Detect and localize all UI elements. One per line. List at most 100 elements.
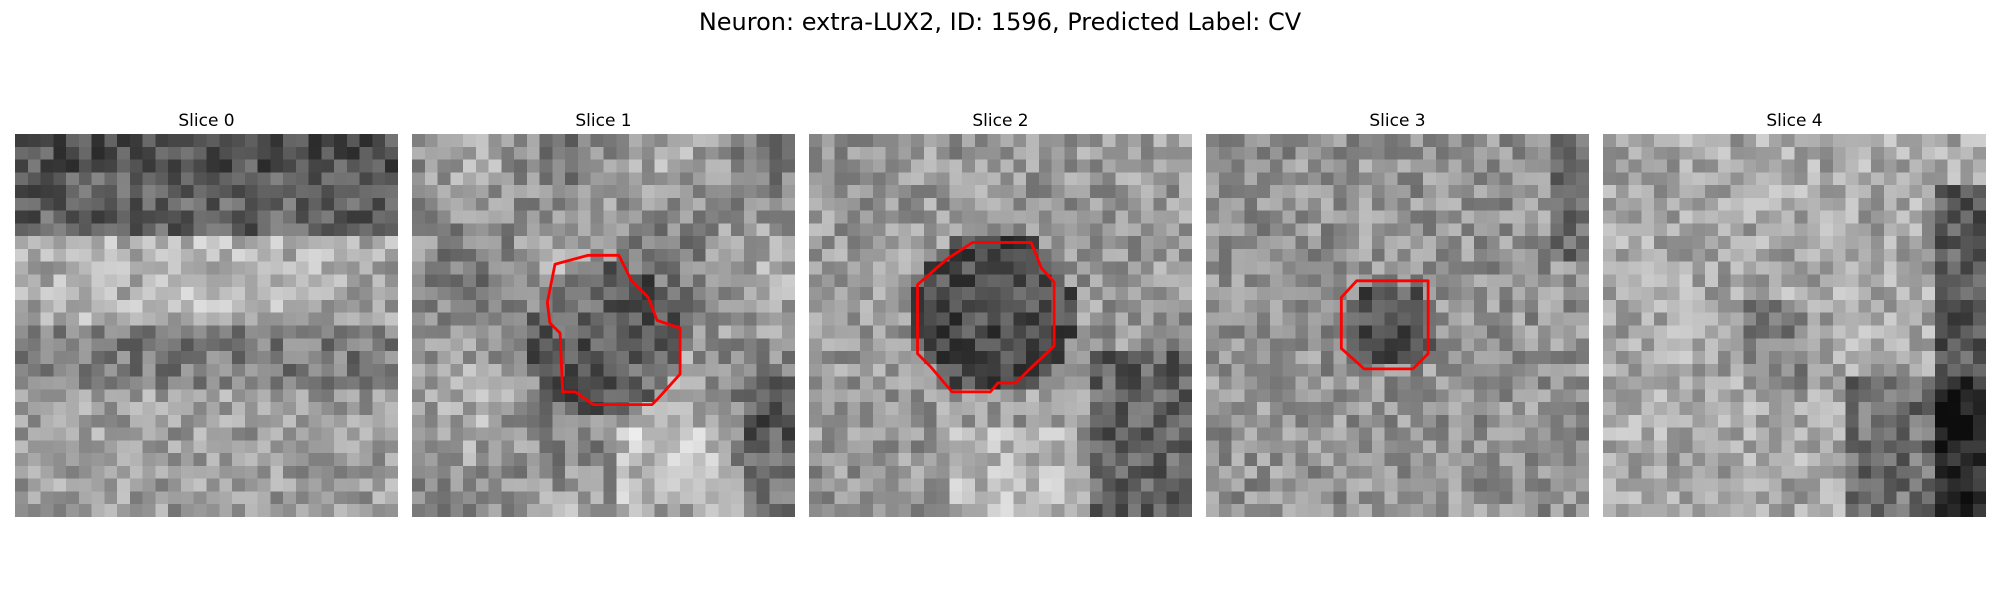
- image-pixel: [1064, 491, 1078, 505]
- image-pixel: [847, 427, 861, 441]
- image-pixel: [1026, 338, 1040, 352]
- image-pixel: [1448, 363, 1462, 377]
- image-pixel: [1934, 261, 1948, 275]
- image-pixel: [450, 299, 464, 313]
- image-pixel: [78, 312, 92, 326]
- image-pixel: [1128, 363, 1142, 377]
- image-pixel: [1486, 338, 1500, 352]
- image-pixel: [244, 504, 258, 517]
- image-pixel: [603, 414, 617, 428]
- image-pixel: [1206, 210, 1220, 224]
- image-pixel: [539, 376, 553, 390]
- slice-image-0: [15, 134, 398, 517]
- image-pixel: [1679, 248, 1693, 262]
- image-pixel: [1832, 185, 1846, 199]
- image-pixel: [641, 440, 655, 454]
- image-pixel: [334, 223, 348, 237]
- image-pixel: [743, 299, 757, 313]
- image-pixel: [1153, 236, 1167, 250]
- image-pixel: [475, 440, 489, 454]
- image-pixel: [1845, 146, 1859, 160]
- image-pixel: [1179, 134, 1192, 148]
- image-pixel: [412, 248, 426, 262]
- image-pixel: [450, 465, 464, 479]
- image-pixel: [475, 402, 489, 416]
- image-pixel: [949, 261, 963, 275]
- image-pixel: [1896, 287, 1910, 301]
- image-pixel: [872, 504, 886, 517]
- image-pixel: [1206, 465, 1220, 479]
- image-pixel: [1038, 261, 1052, 275]
- roi-contour-2: [916, 241, 1056, 394]
- image-pixel: [526, 159, 540, 173]
- image-pixel: [847, 414, 861, 428]
- image-pixel: [1179, 478, 1192, 492]
- image-pixel: [180, 465, 194, 479]
- image-pixel: [1244, 172, 1258, 186]
- image-pixel: [1603, 223, 1617, 237]
- image-pixel: [1576, 223, 1589, 237]
- image-pixel: [974, 287, 988, 301]
- image-pixel: [1692, 172, 1706, 186]
- image-pixel: [629, 504, 643, 517]
- image-pixel: [718, 338, 732, 352]
- image-pixel: [66, 478, 80, 492]
- image-pixel: [66, 274, 80, 288]
- image-pixel: [1654, 351, 1668, 365]
- image-pixel: [1628, 427, 1642, 441]
- image-pixel: [1295, 134, 1309, 148]
- image-pixel: [1845, 491, 1859, 505]
- image-pixel: [1038, 465, 1052, 479]
- image-pixel: [1845, 159, 1859, 173]
- image-pixel: [1461, 274, 1475, 288]
- image-pixel: [168, 478, 182, 492]
- image-pixel: [334, 185, 348, 199]
- image-pixel: [295, 465, 309, 479]
- image-pixel: [1641, 325, 1655, 339]
- image-pixel: [424, 414, 438, 428]
- image-pixel: [1499, 197, 1513, 211]
- image-pixel: [1832, 236, 1846, 250]
- image-pixel: [590, 159, 604, 173]
- image-pixel: [1295, 261, 1309, 275]
- image-pixel: [1153, 478, 1167, 492]
- image-pixel: [1679, 236, 1693, 250]
- image-pixel: [1179, 491, 1192, 505]
- image-pixel: [769, 210, 783, 224]
- image-pixel: [1756, 453, 1770, 467]
- image-pixel: [962, 134, 976, 148]
- image-pixel: [641, 478, 655, 492]
- image-pixel: [616, 287, 630, 301]
- image-pixel: [1666, 478, 1680, 492]
- image-pixel: [1308, 402, 1322, 416]
- image-pixel: [1102, 389, 1116, 403]
- image-pixel: [1576, 236, 1589, 250]
- image-pixel: [308, 134, 322, 148]
- image-pixel: [1474, 210, 1488, 224]
- image-pixel: [1756, 427, 1770, 441]
- image-pixel: [1102, 402, 1116, 416]
- image-pixel: [898, 172, 912, 186]
- image-pixel: [667, 134, 681, 148]
- image-pixel: [1525, 146, 1539, 160]
- image-pixel: [1820, 134, 1834, 148]
- image-pixel: [1807, 338, 1821, 352]
- image-pixel: [168, 453, 182, 467]
- image-pixel: [270, 325, 284, 339]
- image-pixel: [1896, 172, 1910, 186]
- image-pixel: [1576, 159, 1589, 173]
- image-pixel: [437, 402, 451, 416]
- image-pixel: [1282, 274, 1296, 288]
- image-pixel: [1858, 312, 1872, 326]
- image-pixel: [526, 338, 540, 352]
- image-pixel: [1576, 261, 1589, 275]
- image-pixel: [53, 185, 67, 199]
- image-pixel: [193, 159, 207, 173]
- image-pixel: [629, 274, 643, 288]
- image-pixel: [180, 338, 194, 352]
- image-pixel: [898, 453, 912, 467]
- slice-image-svg-0: [15, 134, 398, 517]
- image-pixel: [1781, 440, 1795, 454]
- image-pixel: [565, 440, 579, 454]
- image-pixel: [514, 504, 528, 517]
